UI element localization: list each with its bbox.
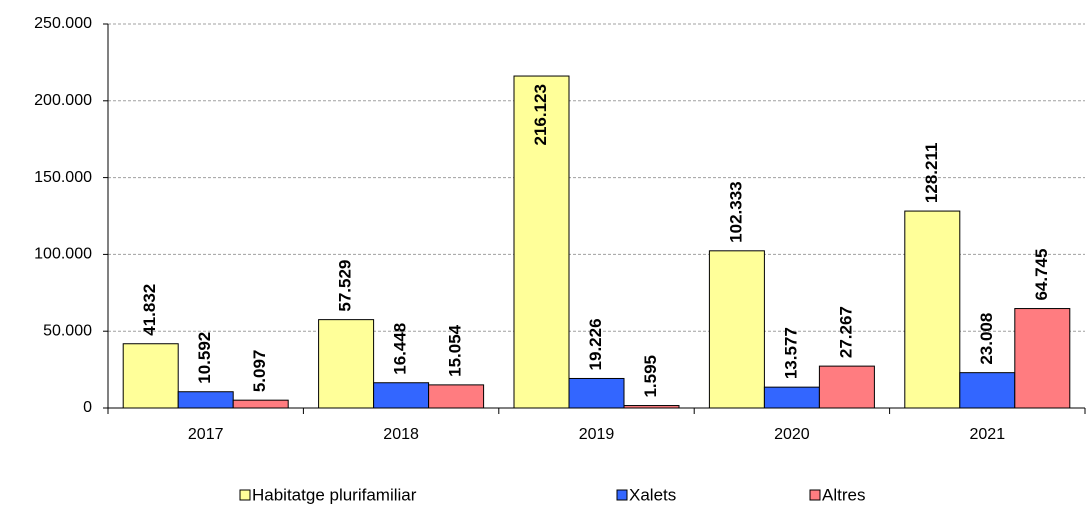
bar [513,75,570,409]
bar [623,405,680,409]
value-label: 128.211 [922,143,941,204]
value-label: 102.333 [726,181,745,242]
value-label: 13.577 [781,327,800,379]
value-label: 19.226 [586,318,605,370]
y-tick-label: 150.000 [34,169,92,186]
bar [568,377,625,409]
legend-label: Habitatge plurifamiliar [252,485,417,504]
value-label: 216.123 [531,84,550,145]
bar [232,399,289,409]
bar [177,391,234,409]
legend-swatch [809,489,821,501]
value-label: 64.745 [1032,249,1051,301]
bar [428,384,485,409]
x-tick-label: 2017 [188,426,224,443]
bar [122,343,179,409]
bar [708,250,765,409]
bar [959,372,1016,409]
y-tick-label: 200.000 [34,92,92,109]
x-tick-label: 2021 [970,426,1006,443]
value-label: 41.832 [140,284,159,336]
bar [373,382,430,409]
y-tick-label: 100.000 [34,246,92,263]
value-label: 23.008 [977,313,996,365]
bar [1014,308,1071,409]
x-tick-label: 2020 [774,426,810,443]
value-label: 27.267 [836,306,855,358]
bar [318,319,375,409]
bar [763,386,820,409]
legend-swatch [239,489,251,501]
legend-label: Altres [822,485,865,504]
y-tick-label: 0 [83,399,92,416]
value-label: 5.097 [250,350,269,393]
x-tick-label: 2019 [579,426,615,443]
value-label: 10.592 [195,332,214,384]
value-label: 16.448 [391,323,410,375]
y-tick-label: 250.000 [34,15,92,32]
bar [818,365,875,409]
value-label: 57.529 [336,260,355,312]
bar [904,210,961,409]
legend-label: Xalets [629,485,676,504]
value-label: 1.595 [641,355,660,398]
legend-swatch [616,489,628,501]
x-tick-label: 2018 [383,426,419,443]
value-label: 15.054 [446,324,465,377]
y-tick-label: 50.000 [43,322,92,339]
